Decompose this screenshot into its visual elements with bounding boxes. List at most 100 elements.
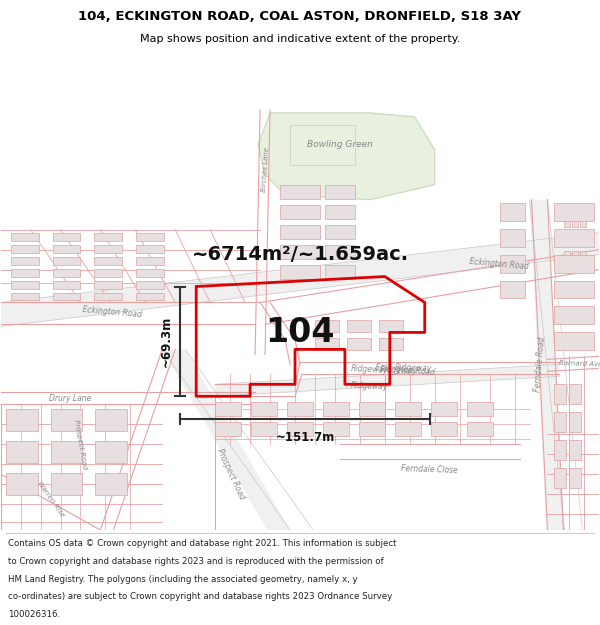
Text: ~69.3m: ~69.3m [159, 316, 172, 367]
Polygon shape [280, 224, 320, 239]
Polygon shape [565, 214, 571, 227]
Polygon shape [554, 384, 566, 404]
Polygon shape [554, 440, 566, 460]
Polygon shape [11, 244, 38, 252]
Polygon shape [287, 402, 313, 416]
Polygon shape [287, 422, 313, 436]
Polygon shape [554, 254, 595, 272]
Text: Bowling Green: Bowling Green [307, 140, 373, 149]
Polygon shape [53, 257, 80, 264]
Polygon shape [95, 441, 127, 463]
Polygon shape [136, 281, 164, 289]
Polygon shape [94, 232, 122, 241]
Text: Warren Rise: Warren Rise [36, 480, 65, 518]
Text: Ferndale Close: Ferndale Close [401, 464, 458, 474]
Polygon shape [554, 332, 595, 351]
Polygon shape [379, 321, 403, 332]
Polygon shape [565, 232, 571, 244]
Polygon shape [95, 473, 127, 495]
Polygon shape [554, 281, 595, 299]
Polygon shape [280, 185, 320, 199]
Polygon shape [572, 232, 578, 244]
Text: ~151.7m: ~151.7m [275, 431, 335, 444]
Text: Ridgeway: Ridgeway [351, 381, 389, 391]
Polygon shape [50, 441, 82, 463]
Polygon shape [580, 232, 586, 244]
Polygon shape [290, 125, 355, 165]
Polygon shape [5, 441, 38, 463]
Text: Eckington Road: Eckington Road [469, 258, 530, 272]
Polygon shape [215, 422, 241, 436]
Polygon shape [162, 349, 290, 530]
Polygon shape [569, 384, 581, 404]
Polygon shape [325, 185, 355, 199]
Polygon shape [5, 473, 38, 495]
Text: HM Land Registry. The polygons (including the associated geometry, namely x, y: HM Land Registry. The polygons (includin… [8, 574, 358, 584]
Polygon shape [347, 321, 371, 332]
Polygon shape [565, 251, 571, 262]
Polygon shape [136, 269, 164, 276]
Text: 104: 104 [265, 316, 335, 349]
Polygon shape [395, 422, 421, 436]
Polygon shape [323, 422, 349, 436]
Polygon shape [95, 409, 127, 431]
Polygon shape [554, 202, 595, 221]
Text: Ridgeway: Ridgeway [380, 365, 418, 376]
Text: ~6714m²/~1.659ac.: ~6714m²/~1.659ac. [191, 245, 409, 264]
Polygon shape [1, 232, 599, 326]
Text: Contains OS data © Crown copyright and database right 2021. This information is : Contains OS data © Crown copyright and d… [8, 539, 397, 549]
Text: to Crown copyright and database rights 2023 and is reproduced with the permissio: to Crown copyright and database rights 2… [8, 557, 383, 566]
Polygon shape [251, 422, 277, 436]
Polygon shape [53, 244, 80, 252]
Polygon shape [500, 202, 524, 221]
Polygon shape [431, 422, 457, 436]
Text: Eckington Road: Eckington Road [375, 363, 435, 378]
Polygon shape [11, 292, 38, 301]
Polygon shape [215, 402, 241, 416]
Text: Eckington Road: Eckington Road [82, 306, 142, 319]
Polygon shape [280, 244, 320, 259]
Polygon shape [280, 204, 320, 219]
Polygon shape [569, 412, 581, 432]
Polygon shape [315, 338, 339, 351]
Text: Prospect Road: Prospect Road [73, 419, 88, 469]
Polygon shape [136, 292, 164, 301]
Polygon shape [94, 257, 122, 264]
Polygon shape [467, 422, 493, 436]
Polygon shape [215, 364, 559, 396]
Polygon shape [323, 402, 349, 416]
Polygon shape [53, 232, 80, 241]
Polygon shape [580, 214, 586, 227]
Polygon shape [136, 232, 164, 241]
Polygon shape [554, 306, 595, 324]
Text: Map shows position and indicative extent of the property.: Map shows position and indicative extent… [140, 34, 460, 44]
Polygon shape [325, 244, 355, 259]
Polygon shape [325, 224, 355, 239]
Polygon shape [572, 251, 578, 262]
Polygon shape [325, 264, 355, 279]
Text: 100026316.: 100026316. [8, 610, 60, 619]
Polygon shape [395, 402, 421, 416]
Polygon shape [11, 257, 38, 264]
Polygon shape [359, 422, 385, 436]
Polygon shape [379, 338, 403, 351]
Polygon shape [500, 281, 524, 299]
Polygon shape [554, 468, 566, 488]
Polygon shape [500, 229, 524, 247]
Polygon shape [554, 229, 595, 247]
Polygon shape [94, 292, 122, 301]
Polygon shape [325, 204, 355, 219]
Polygon shape [258, 113, 435, 200]
Polygon shape [467, 402, 493, 416]
Polygon shape [554, 412, 566, 432]
Polygon shape [569, 440, 581, 460]
Text: Prospect Road: Prospect Road [215, 448, 247, 501]
Text: co-ordinates) are subject to Crown copyright and database rights 2023 Ordnance S: co-ordinates) are subject to Crown copyr… [8, 592, 392, 601]
Text: Ridgeway: Ridgeway [395, 363, 433, 374]
Text: Ridgeway: Ridgeway [351, 364, 389, 375]
Polygon shape [136, 257, 164, 264]
Polygon shape [53, 269, 80, 276]
Polygon shape [94, 269, 122, 276]
Polygon shape [11, 281, 38, 289]
Text: Drury Lane: Drury Lane [49, 394, 92, 402]
